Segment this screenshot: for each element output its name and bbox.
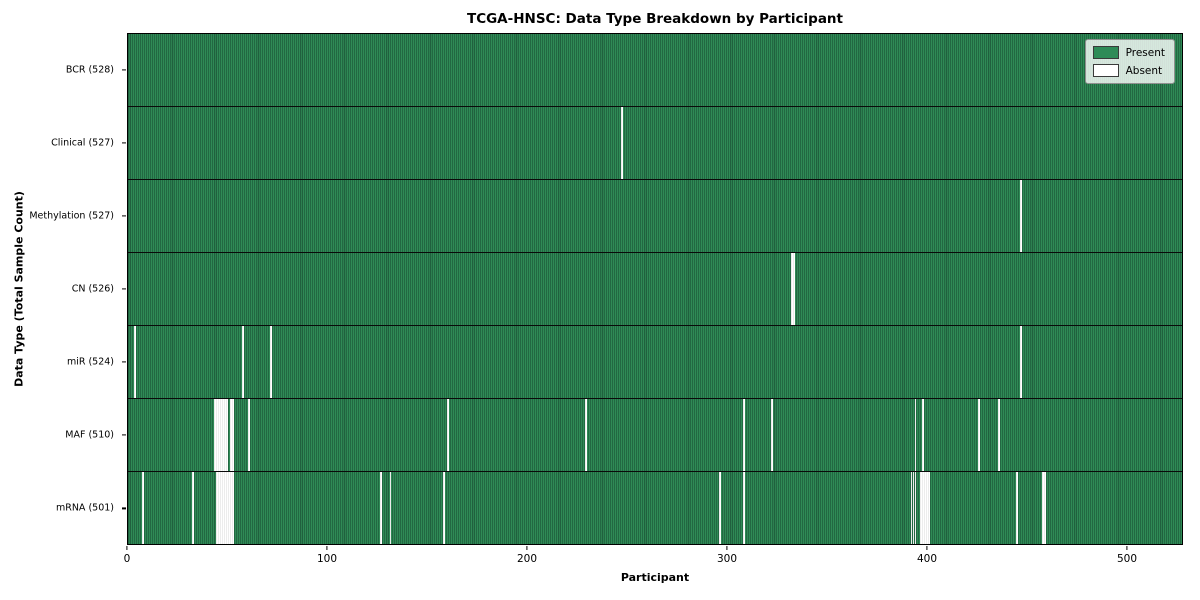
x-tick-mark (926, 546, 928, 550)
absent-mark (269, 326, 272, 398)
absent-mark (585, 399, 588, 471)
absent-mark (213, 399, 216, 471)
absent-mark (215, 472, 218, 544)
absent-mark (191, 472, 194, 544)
row-miR (128, 325, 1182, 398)
absent-mark (926, 472, 929, 544)
legend: Present Absent (1084, 39, 1175, 84)
absent-mark (928, 472, 931, 544)
absent-mark (231, 472, 234, 544)
y-tick-label-Methylation: Methylation (527) (29, 210, 114, 222)
absent-mark (922, 399, 925, 471)
absent-mark (223, 472, 226, 544)
y-tick-mark (122, 215, 126, 217)
row-Clinical (128, 106, 1182, 179)
x-tick-label-400: 400 (916, 553, 938, 565)
row-MAF (128, 398, 1182, 471)
absent-mark (221, 472, 224, 544)
absent-mark (219, 472, 222, 544)
row-BCR (128, 34, 1182, 106)
y-tick-mark (122, 507, 126, 510)
chart-title: TCGA-HNSC: Data Type Breakdown by Partic… (466, 11, 843, 27)
legend-label-present: Present (1125, 46, 1165, 59)
absent-mark (215, 399, 218, 471)
absent-mark (219, 399, 222, 471)
absent-mark (225, 399, 228, 471)
y-tick-mark (122, 68, 126, 71)
x-tick-label-300: 300 (716, 553, 738, 565)
legend-label-absent: Absent (1125, 64, 1163, 77)
x-tick-label-500: 500 (1116, 553, 1138, 565)
absent-mark (379, 472, 382, 544)
absent-mark (223, 399, 226, 471)
absent-mark (217, 472, 220, 544)
absent-mark (920, 472, 923, 544)
row-mRNA (128, 471, 1182, 544)
y-tick-mark (122, 288, 126, 290)
absent-mark (978, 399, 981, 471)
legend-item-present: Present (1092, 46, 1165, 59)
y-tick-mark (122, 361, 126, 363)
present-swatch (1092, 46, 1119, 59)
y-tick-label-mRNA: mRNA (501) (55, 502, 114, 514)
absent-mark (1020, 326, 1023, 398)
absent-mark (221, 399, 224, 471)
x-tick-mark (726, 546, 728, 550)
absent-mark (924, 472, 927, 544)
x-tick-mark (526, 546, 528, 550)
x-tick-label-200: 200 (516, 553, 538, 565)
absent-mark (1044, 472, 1047, 544)
absent-mark (922, 472, 925, 544)
absent-mark (1016, 472, 1019, 544)
y-tick-label-MAF: MAF (510) (65, 429, 114, 441)
absent-mark (914, 472, 917, 544)
x-tick-label-0: 0 (123, 553, 131, 565)
absent-mark (229, 399, 232, 471)
absent-mark (229, 472, 232, 544)
absent-mark (770, 399, 773, 471)
y-tick-label-CN: CN (526) (71, 283, 114, 295)
absent-mark (742, 472, 745, 544)
absent-mark (742, 399, 745, 471)
y-tick-label-Clinical: Clinical (527) (51, 137, 114, 149)
absent-mark (621, 107, 624, 179)
absent-mark (241, 326, 244, 398)
absent-mark (790, 253, 793, 325)
y-tick-mark (122, 434, 126, 436)
y-tick-label-miR: miR (524) (66, 356, 114, 368)
x-tick-mark (126, 546, 128, 550)
row-Methylation (128, 179, 1182, 252)
x-axis-title: Participant (620, 571, 690, 584)
x-tick-mark (326, 546, 328, 550)
absent-mark (389, 472, 392, 544)
absent-mark (141, 472, 144, 544)
y-tick-label-BCR: BCR (528) (65, 64, 114, 76)
absent-mark (443, 472, 446, 544)
absent-mark (998, 399, 1001, 471)
absent-swatch (1092, 64, 1119, 77)
absent-mark (912, 472, 915, 544)
legend-item-absent: Absent (1092, 64, 1165, 77)
absent-mark (247, 399, 250, 471)
absent-mark (792, 253, 795, 325)
y-tick-mark (122, 142, 126, 144)
y-axis-ticks: BCR (528) Clinical (527) Methylation (527)… (0, 33, 127, 545)
absent-mark (1042, 472, 1045, 544)
absent-mark (217, 399, 220, 471)
absent-mark (447, 399, 450, 471)
absent-mark (910, 472, 913, 544)
absent-mark (231, 399, 234, 471)
absent-mark (1020, 180, 1023, 252)
row-CN (128, 252, 1182, 325)
absent-mark (914, 399, 917, 471)
x-tick-mark (1126, 546, 1128, 550)
x-axis-ticks: 0 100 200 300 400 500 (123, 545, 1183, 571)
absent-mark (225, 472, 228, 544)
absent-mark (133, 326, 136, 398)
plot-area (127, 33, 1183, 545)
absent-mark (227, 472, 230, 544)
x-tick-label-100: 100 (316, 553, 338, 565)
absent-mark (718, 472, 721, 544)
